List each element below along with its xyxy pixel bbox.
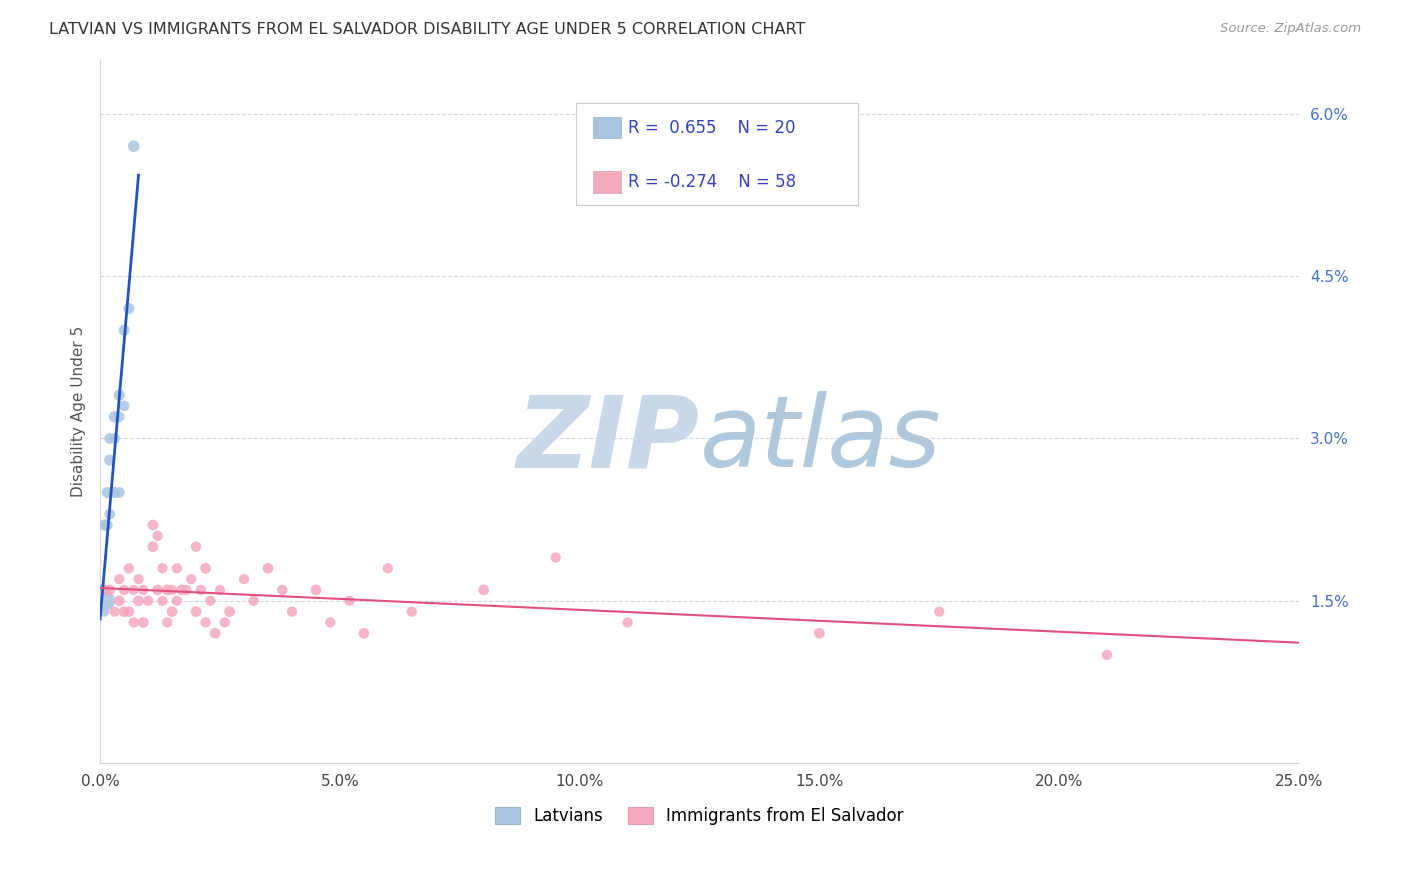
- Point: [544, 550, 567, 565]
- Point: [94, 594, 117, 608]
- Point: [91, 582, 114, 597]
- Point: [108, 594, 131, 608]
- Point: [108, 485, 131, 500]
- Point: [339, 594, 361, 608]
- Point: [156, 582, 179, 597]
- Point: [928, 605, 950, 619]
- Point: [305, 582, 328, 597]
- Point: [319, 615, 342, 630]
- Point: [616, 615, 638, 630]
- Text: atlas: atlas: [699, 391, 941, 488]
- Point: [94, 582, 117, 597]
- Point: [103, 432, 125, 446]
- Point: [190, 582, 212, 597]
- Point: [472, 582, 495, 597]
- Point: [127, 572, 149, 586]
- Point: [136, 594, 159, 608]
- Point: [160, 605, 183, 619]
- Text: R =  0.655    N = 20: R = 0.655 N = 20: [628, 119, 796, 136]
- Point: [118, 561, 141, 575]
- Point: [94, 518, 117, 533]
- Point: [122, 615, 145, 630]
- Point: [166, 594, 188, 608]
- Point: [377, 561, 399, 575]
- Point: [96, 485, 118, 500]
- Point: [208, 582, 231, 597]
- Point: [122, 139, 145, 153]
- Point: [112, 582, 135, 597]
- Point: [214, 615, 236, 630]
- Point: [194, 561, 217, 575]
- Point: [112, 605, 135, 619]
- Point: [1095, 648, 1118, 662]
- Point: [98, 507, 121, 521]
- Point: [132, 615, 155, 630]
- Point: [152, 561, 174, 575]
- Point: [112, 399, 135, 413]
- Point: [127, 594, 149, 608]
- Point: [184, 540, 207, 554]
- Point: [233, 572, 256, 586]
- Point: [353, 626, 375, 640]
- Point: [808, 626, 831, 640]
- Point: [108, 388, 131, 402]
- Point: [94, 582, 117, 597]
- Point: [93, 605, 115, 619]
- Point: [257, 561, 280, 575]
- Point: [112, 323, 135, 337]
- Point: [194, 615, 217, 630]
- Point: [108, 572, 131, 586]
- Point: [98, 453, 121, 467]
- Text: ZIP: ZIP: [516, 391, 699, 488]
- Point: [132, 582, 155, 597]
- Point: [401, 605, 423, 619]
- Point: [200, 594, 222, 608]
- Text: Source: ZipAtlas.com: Source: ZipAtlas.com: [1220, 22, 1361, 36]
- Point: [146, 582, 169, 597]
- Point: [103, 409, 125, 424]
- Point: [98, 432, 121, 446]
- Point: [271, 582, 294, 597]
- Point: [98, 582, 121, 597]
- Text: LATVIAN VS IMMIGRANTS FROM EL SALVADOR DISABILITY AGE UNDER 5 CORRELATION CHART: LATVIAN VS IMMIGRANTS FROM EL SALVADOR D…: [49, 22, 806, 37]
- Point: [142, 540, 165, 554]
- Y-axis label: Disability Age Under 5: Disability Age Under 5: [72, 326, 86, 497]
- Legend: Latvians, Immigrants from El Salvador: Latvians, Immigrants from El Salvador: [495, 807, 904, 825]
- Point: [281, 605, 304, 619]
- Point: [184, 605, 207, 619]
- Point: [166, 561, 188, 575]
- Point: [160, 582, 183, 597]
- Point: [103, 605, 125, 619]
- Point: [103, 485, 125, 500]
- Point: [242, 594, 264, 608]
- Point: [122, 582, 145, 597]
- Point: [118, 605, 141, 619]
- Point: [96, 518, 118, 533]
- Point: [170, 582, 193, 597]
- Point: [204, 626, 226, 640]
- Point: [156, 615, 179, 630]
- Point: [152, 594, 174, 608]
- Point: [180, 572, 202, 586]
- Point: [146, 529, 169, 543]
- Point: [176, 582, 198, 597]
- Text: R = -0.274    N = 58: R = -0.274 N = 58: [628, 173, 797, 191]
- Point: [108, 409, 131, 424]
- Point: [118, 301, 141, 316]
- Point: [218, 605, 240, 619]
- Point: [142, 518, 165, 533]
